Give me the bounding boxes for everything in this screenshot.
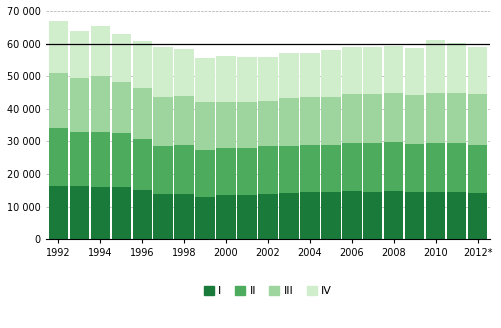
Bar (91, 132, 110, 187)
Bar (405, 192, 424, 239)
Bar (342, 47, 362, 94)
Bar (321, 97, 341, 145)
Bar (384, 93, 403, 142)
Bar (216, 195, 235, 239)
Bar (426, 92, 445, 143)
Bar (132, 139, 152, 191)
Bar (70, 187, 89, 239)
Bar (342, 94, 362, 143)
Bar (447, 43, 466, 93)
Bar (342, 143, 362, 191)
Bar (280, 193, 299, 239)
Bar (91, 76, 110, 132)
Bar (259, 57, 278, 101)
Bar (49, 73, 68, 129)
Bar (153, 97, 173, 146)
Bar (447, 93, 466, 143)
Bar (195, 150, 215, 197)
Bar (342, 191, 362, 239)
Bar (216, 102, 235, 148)
Bar (363, 143, 382, 192)
Bar (70, 132, 89, 187)
Bar (112, 187, 131, 239)
Bar (112, 34, 131, 82)
Bar (259, 101, 278, 146)
Bar (259, 146, 278, 194)
Bar (195, 102, 215, 150)
Bar (237, 102, 257, 148)
Bar (468, 94, 487, 145)
Bar (321, 50, 341, 97)
Bar (300, 97, 320, 145)
Bar (132, 41, 152, 88)
Bar (49, 186, 68, 239)
Bar (174, 96, 194, 145)
Bar (363, 192, 382, 239)
Bar (363, 94, 382, 143)
Bar (153, 146, 173, 194)
Bar (447, 143, 466, 192)
Bar (426, 143, 445, 192)
Bar (300, 192, 320, 239)
Bar (195, 58, 215, 102)
Bar (237, 57, 257, 102)
Bar (405, 48, 424, 95)
Bar (174, 194, 194, 239)
Bar (259, 194, 278, 239)
Bar (132, 191, 152, 239)
Bar (384, 191, 403, 239)
Legend: I, II, III, IV: I, II, III, IV (199, 281, 337, 301)
Bar (363, 47, 382, 94)
Bar (468, 145, 487, 193)
Bar (216, 148, 235, 195)
Bar (49, 21, 68, 73)
Bar (405, 95, 424, 144)
Bar (426, 40, 445, 92)
Bar (384, 142, 403, 191)
Bar (280, 146, 299, 193)
Bar (112, 82, 131, 133)
Bar (426, 192, 445, 239)
Bar (216, 56, 235, 102)
Bar (70, 31, 89, 78)
Bar (237, 148, 257, 195)
Bar (49, 129, 68, 186)
Bar (468, 47, 487, 94)
Bar (112, 133, 131, 187)
Bar (384, 46, 403, 93)
Bar (447, 192, 466, 239)
Bar (153, 194, 173, 239)
Bar (321, 145, 341, 192)
Bar (195, 197, 215, 239)
Bar (132, 88, 152, 139)
Bar (300, 145, 320, 192)
Bar (468, 193, 487, 239)
Bar (70, 78, 89, 132)
Bar (153, 47, 173, 97)
Bar (321, 192, 341, 239)
Bar (280, 98, 299, 146)
Bar (91, 187, 110, 239)
Bar (91, 26, 110, 76)
Bar (237, 195, 257, 239)
Bar (300, 53, 320, 97)
Bar (174, 145, 194, 194)
Bar (174, 49, 194, 96)
Bar (280, 53, 299, 98)
Bar (405, 144, 424, 192)
